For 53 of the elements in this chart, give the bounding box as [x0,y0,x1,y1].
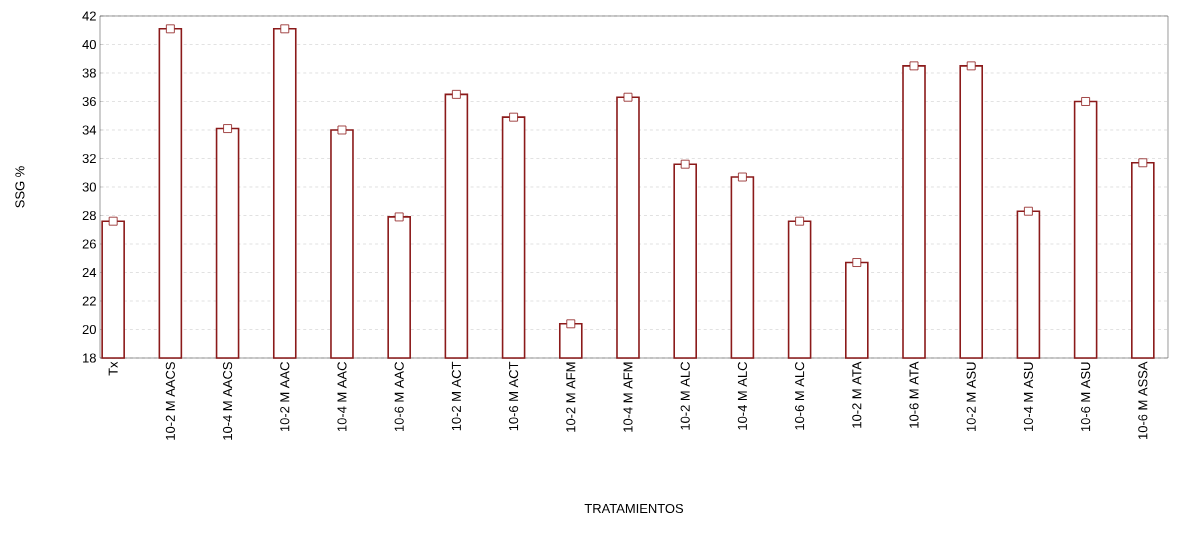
y-tick-label: 20 [82,324,96,335]
x-tick-label: Tx [108,361,118,376]
y-tick-label: 40 [82,39,96,50]
point [108,216,118,226]
point [966,61,976,71]
x-tick-label: 10-6 M AAC [394,362,404,432]
point [394,212,404,222]
y-tick-label: 22 [82,296,96,306]
point [1081,97,1091,106]
y-tick-label: 36 [82,96,96,107]
point [451,89,461,99]
point [680,159,690,169]
y-tick-label: 34 [82,125,97,135]
point [909,61,919,71]
y-tick-label: 28 [82,210,96,221]
point [337,125,347,135]
point [623,92,633,102]
x-tick-label: 10-6 M ALC [795,362,805,430]
y-tick-label: 18 [83,353,96,363]
y-tick-label: 38 [82,68,96,78]
x-axis-title: TRATAMIENTOS [584,503,684,514]
point [165,24,175,34]
point [795,216,804,226]
point [1138,158,1148,168]
y-tick-label: 42 [82,11,96,21]
x-tick-label: 10-4 M ALC [737,362,747,430]
x-tick-label: 10-2 M ASU [966,362,976,432]
x-tick-label: 10-2 M ATA [852,361,862,428]
y-axis-title: SSG % [15,166,25,208]
x-tick-label: 10-6 M ATA [909,361,919,428]
x-tick-label: 10-4 M AAC [337,362,347,432]
x-tick-label: 10-2 M ALC [680,362,690,430]
point [509,112,518,122]
x-tick-label: 10-6 M ACT [508,361,519,431]
x-tick-label: 10-6 M ASSA [1138,361,1148,439]
x-tick-label: 10-2 M AFM [566,362,576,432]
x-tick-label: 10-2 M AACS [165,362,175,440]
y-tick-label: 26 [82,239,96,249]
point [737,172,747,182]
point [223,124,232,133]
point [852,258,862,267]
point [1024,206,1033,216]
y-tick-label: 24 [82,267,97,278]
point [566,319,576,329]
x-tick-label: 10-4 M AFM [623,362,633,432]
x-tick-label: 10-4 M ASU [1023,362,1033,432]
y-tick-label: 30 [82,182,96,192]
x-tick-label: 10-2 M ACT [451,361,461,431]
x-tick-label: 10-6 M ASU [1081,362,1091,432]
point [280,24,290,34]
x-tick-label: 10-2 M AAC [280,362,290,432]
x-tick-label: 10-4 M AACS [222,362,233,440]
y-tick-label: 32 [82,153,96,164]
